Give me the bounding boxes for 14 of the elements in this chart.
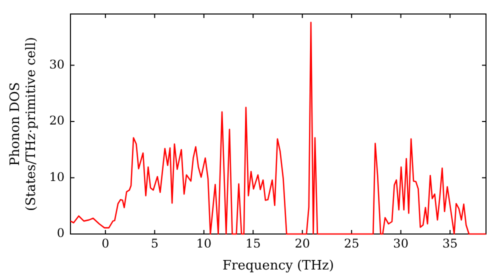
y-tick-label: 20 <box>49 114 64 128</box>
x-axis-title: Frequency (THz) <box>222 258 334 274</box>
x-tick-label: 35 <box>442 236 458 250</box>
y-tick-label: 30 <box>49 57 64 72</box>
y-tick-label: 0 <box>56 226 64 240</box>
x-tick-label: 5 <box>150 236 158 250</box>
x-tick-label: 25 <box>344 236 360 250</box>
y-tick-label: 10 <box>49 170 64 184</box>
x-tick-label: 20 <box>294 236 310 250</box>
x-tick-label: 30 <box>393 236 408 250</box>
x-tick-label: 15 <box>245 236 261 250</box>
x-tick-label: 0 <box>102 236 110 250</box>
y-axis-title: Phonon DOS (States/THz·primitive cell) <box>8 36 39 212</box>
x-tick-label: 10 <box>196 236 212 250</box>
